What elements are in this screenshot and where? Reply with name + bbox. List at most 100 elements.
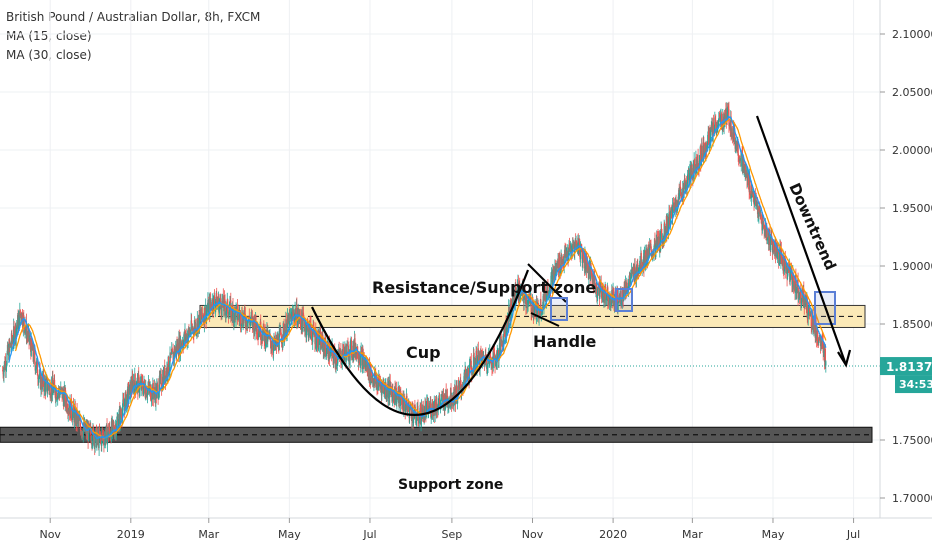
candle-body [417,419,420,422]
candle-body [764,229,766,236]
candle-body [199,311,201,317]
candle-body [298,316,300,321]
candle-body [586,256,588,273]
candle-body [548,290,550,297]
candle-body [16,325,18,328]
candle-body [590,272,593,274]
candle-body [649,245,651,251]
candle-body [778,251,780,265]
candle-body [507,327,509,329]
candle-body [30,337,32,356]
candle-body [299,311,301,317]
candle-body [131,376,133,392]
candle-body [638,267,641,269]
candle-body [490,362,493,368]
candle-body [612,289,615,294]
candle-body [608,298,610,301]
candle-body [183,339,185,349]
candle-body [528,294,531,299]
candle-body [182,342,184,347]
candle-body [743,158,745,173]
candle-body [40,377,43,387]
candle-body [483,355,485,362]
candle-body [92,427,94,431]
candle-body [704,147,706,155]
candle-body [771,240,773,243]
candle-body [131,376,134,380]
candle-body [781,257,783,264]
candle-body [703,144,705,155]
candle-body [711,124,713,133]
candle-body [516,292,518,294]
candle-body [480,351,482,356]
candle-body [512,292,514,309]
candle-body [55,389,57,400]
candle-body [712,122,715,130]
candle-body [670,208,672,211]
candle-body [513,295,516,299]
candle-body [333,356,335,364]
candle-body [475,350,478,369]
candle-body [511,300,513,308]
candle-body [415,420,417,424]
candle-body [147,387,149,389]
candle-body [122,399,124,411]
candle-body [697,155,699,168]
candle-body [689,169,691,180]
candle-body [13,329,16,344]
candle-body [340,363,342,365]
candle-body [348,359,350,361]
y-tick-label: 1.85000 [892,318,932,331]
candle-body [339,351,341,357]
candle-body [586,264,589,266]
candle-body [530,297,532,313]
candle-body [604,284,606,304]
candle-body [748,175,750,190]
candle-body [116,420,118,431]
candle-body [250,315,252,321]
candle-body [35,368,37,370]
candle-body [637,263,639,273]
candle-body [34,362,36,371]
candle-body [216,301,219,303]
candle-body [402,397,404,409]
candle-body [192,328,194,333]
x-tick-label: May [278,528,301,541]
candle-body [770,235,772,251]
candle-body [312,333,314,343]
candle-body [308,323,310,334]
candle-body [727,107,729,119]
candle-body [455,399,457,405]
candle-body [534,307,536,314]
candle-body [89,424,91,428]
candle-body [377,384,379,391]
candle-body [424,404,426,419]
candle-body [120,408,122,415]
candle-body [105,435,107,443]
candle-body [610,305,612,307]
candle-body [312,324,315,328]
candle-body [682,187,684,198]
candle-body [651,253,653,257]
candle-body [216,292,218,310]
candle-body [229,301,231,310]
candle-body [73,409,76,423]
candle-body [495,356,497,368]
cup-label: Cup [406,343,441,362]
candle-body [439,401,442,407]
candle-body [262,331,264,341]
y-tick-label: 1.90000 [892,260,932,273]
candle-body [818,338,820,344]
candle-body [587,264,589,266]
candle-body [503,326,505,346]
candle-body [464,369,467,378]
candle-body [646,248,648,260]
candle-body [257,332,260,338]
candle-body [795,283,797,292]
candle-body [665,227,667,237]
candle-body [139,382,142,384]
candle-body [793,281,796,286]
candle-body [766,239,768,241]
candle-body [31,337,33,346]
